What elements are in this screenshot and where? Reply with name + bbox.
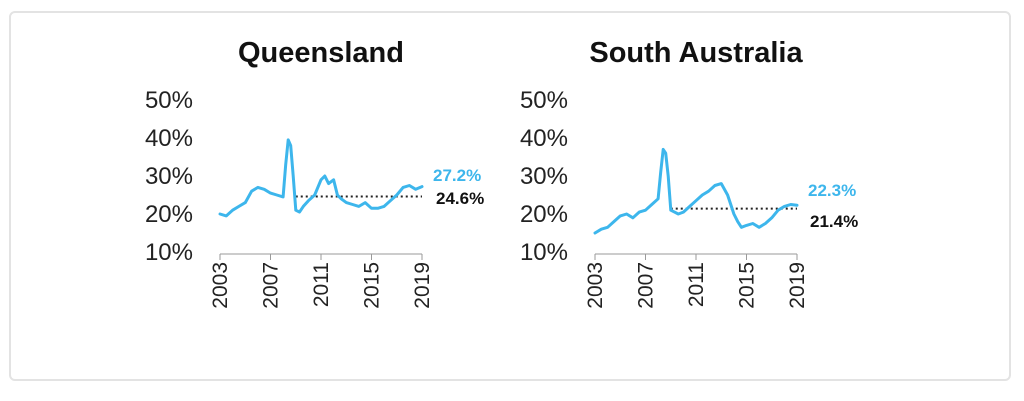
current-value-label: 27.2% (433, 166, 481, 185)
x-tick-label: 2015 (361, 262, 384, 309)
y-tick-label: 50% (520, 87, 568, 114)
y-tick-label: 30% (145, 163, 193, 190)
x-tick-label: 2003 (209, 262, 232, 309)
average-value-label: 21.4% (810, 212, 858, 231)
x-tick-label: 2007 (260, 262, 283, 309)
chart-panel-1: Queensland 50% 40% 30% 20% 10% 2003 2007 2011 201… (145, 37, 484, 309)
chart-frame (9, 11, 1011, 381)
current-value-label: 22.3% (808, 181, 856, 200)
x-tick-label: 2007 (635, 262, 658, 309)
y-tick-label: 10% (145, 239, 193, 266)
y-tick-label: 40% (520, 125, 568, 152)
y-tick-label: 50% (145, 87, 193, 114)
x-tick-label: 2019 (786, 262, 809, 309)
series-line (218, 138, 424, 218)
x-tick-label: 2003 (584, 262, 607, 309)
x-tick-label: 2019 (411, 262, 434, 309)
chart-title: South Australia (589, 37, 803, 69)
y-tick-label: 30% (520, 163, 568, 190)
y-tick-label: 10% (520, 239, 568, 266)
chart-title: Queensland (238, 37, 404, 69)
average-value-label: 24.6% (436, 189, 484, 208)
y-tick-label: 20% (520, 201, 568, 228)
y-tick-label: 40% (145, 125, 193, 152)
y-tick-label: 20% (145, 201, 193, 228)
x-tick-label: 2011 (685, 262, 708, 307)
x-tick-label: 2015 (736, 262, 759, 309)
series-line (593, 147, 799, 235)
x-tick-label: 2011 (310, 262, 333, 307)
chart-panel-2: South Australia 50% 40% 30% 20% 10% 2003 2007 20… (520, 37, 858, 309)
